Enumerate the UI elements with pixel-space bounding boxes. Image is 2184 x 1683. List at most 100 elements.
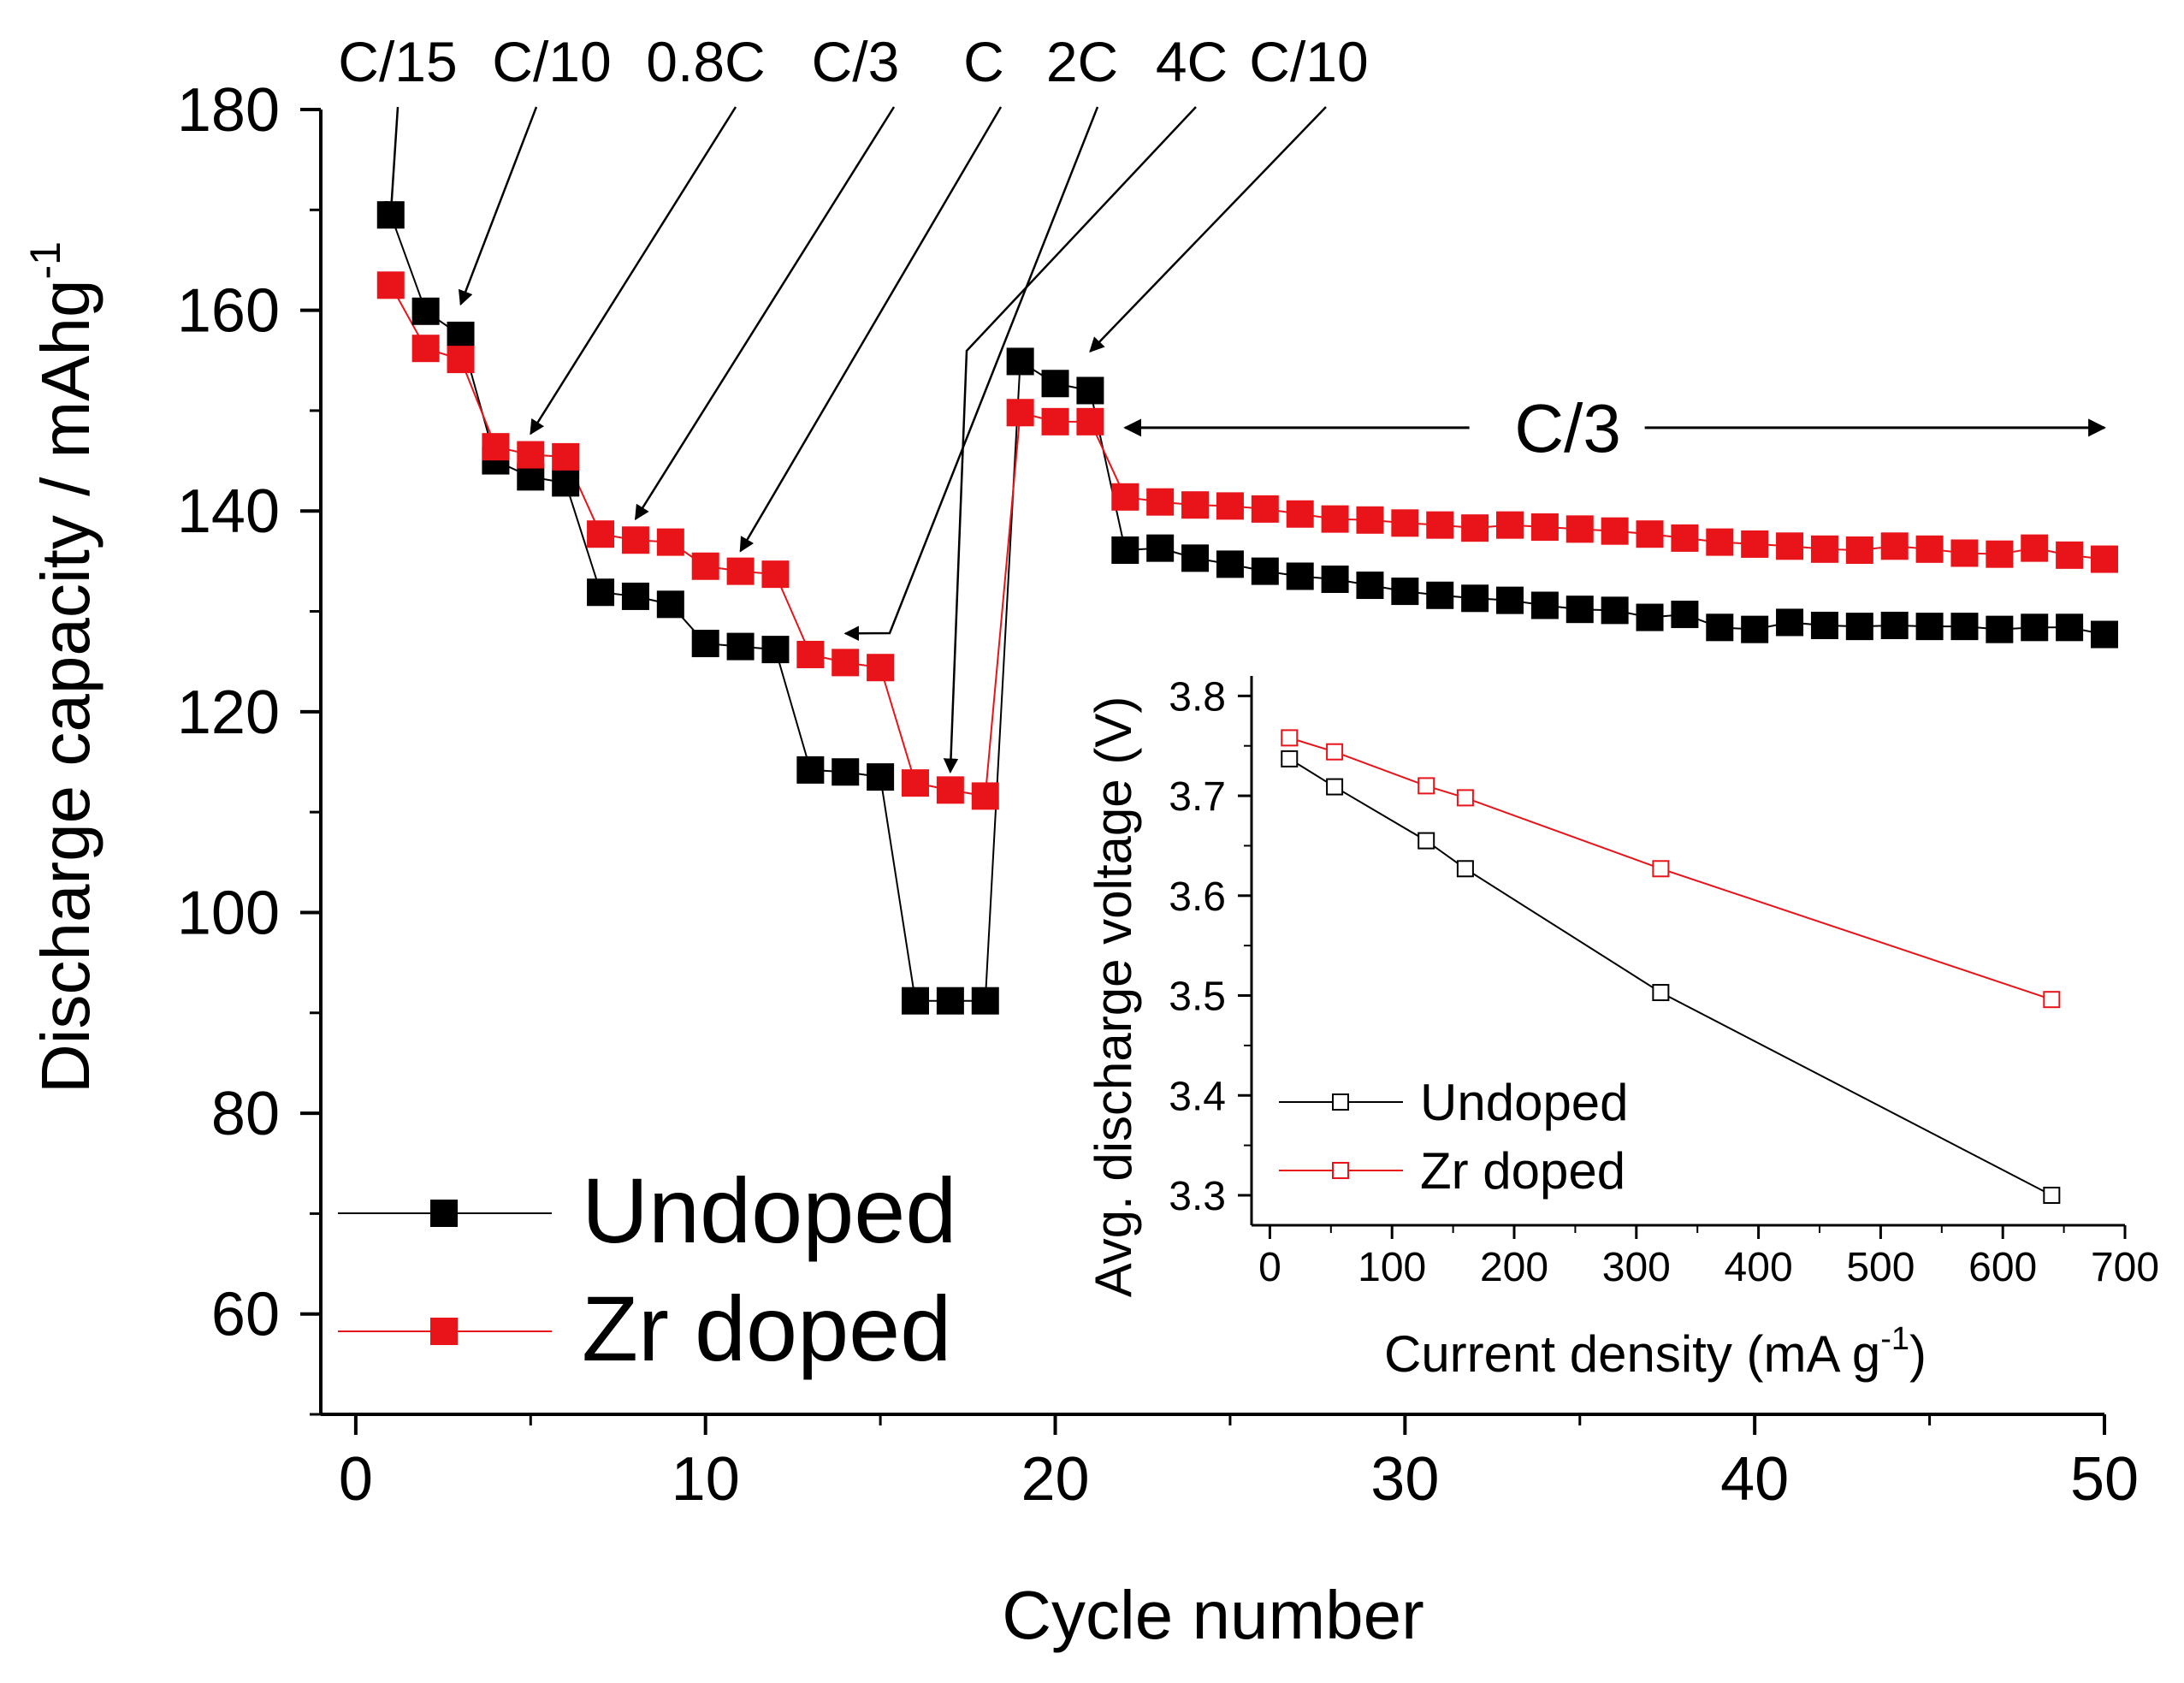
main-data-point-zr-doped (1006, 399, 1034, 427)
main-data-point-undoped (1146, 534, 1175, 562)
main-data-point-zr-doped (867, 654, 895, 682)
main-y-tick-label: 100 (177, 879, 280, 947)
main-data-point-zr-doped (1356, 506, 1384, 534)
main-data-point-undoped (656, 590, 684, 619)
main-data-point-zr-doped (482, 433, 510, 461)
main-y-tick-label: 120 (177, 679, 280, 747)
inset-legend-label-undoped: Undoped (1420, 1074, 1629, 1131)
main-data-point-zr-doped (517, 441, 545, 469)
main-data-point-zr-doped (1741, 530, 1769, 558)
inset-series-line-undoped (1288, 758, 2052, 1196)
main-data-point-zr-doped (1530, 513, 1559, 541)
main-data-point-zr-doped (656, 528, 684, 556)
main-data-point-undoped (1950, 613, 1979, 641)
main-data-point-zr-doped (1915, 535, 1944, 563)
main-x-tick-label: 0 (339, 1445, 373, 1514)
main-data-point-zr-doped (726, 557, 755, 585)
main-y-tick-label: 140 (177, 477, 280, 546)
rate-annotation-arrow (843, 106, 1099, 641)
main-data-point-undoped (1496, 586, 1524, 614)
rate-annotation-arrow (384, 106, 400, 216)
main-data-point-undoped (621, 582, 649, 610)
main-data-point-undoped (447, 321, 475, 349)
legend-marker-undoped (430, 1200, 458, 1227)
inset-x-axis-title-text: Current density (mA g (1384, 1325, 1880, 1383)
inset-data-point-undoped (2043, 1186, 2061, 1204)
main-data-point-undoped (1076, 376, 1104, 405)
rate-annotation-arrow (530, 106, 737, 436)
main-data-point-undoped (1041, 370, 1069, 398)
main-data-point-zr-doped (1636, 520, 1664, 548)
inset-legend-item-undoped: Undoped (1279, 1074, 1629, 1131)
legend-label-zr-doped: Zr doped (582, 1277, 951, 1380)
main-data-point-zr-doped (971, 782, 999, 810)
inset-y-ticks: 3.3 3.4 3.5 3.6 3.7 3.8 (1169, 674, 1252, 1219)
inset-x-axis-title-superscript: -1 (1880, 1321, 1909, 1357)
main-data-point-undoped (1251, 557, 1279, 585)
main-data-point-undoped (1601, 596, 1629, 625)
rate-annotation-arrow (459, 106, 538, 306)
main-x-tick-label: 10 (672, 1445, 740, 1514)
inset-y-tick-label: 3.8 (1169, 674, 1226, 720)
inset-x-tick-label: 100 (1358, 1245, 1426, 1290)
inset-chart: 0 100 200 300 400 500 600 700 3.33.43.53.63.73.… (1085, 674, 2159, 1383)
main-data-point-undoped (552, 469, 580, 497)
main-data-point-undoped (1671, 601, 1699, 629)
main-data-point-zr-doped (447, 346, 475, 374)
inset-data-point-zr-doped (2043, 991, 2061, 1009)
main-y-axis-title-text: Discharge capacity / mAhg (27, 279, 104, 1093)
rate-annotation-label: 0.8C (646, 30, 765, 93)
inset-legend: Undoped Zr doped (1279, 1074, 1629, 1200)
inset-data-point-zr-doped (1326, 743, 1344, 761)
main-data-point-zr-doped (411, 335, 440, 363)
main-data-point-zr-doped (1671, 524, 1699, 552)
inset-x-tick-label: 400 (1725, 1245, 1793, 1290)
main-data-point-undoped (1321, 566, 1349, 593)
c3-span-annotation: C/3 (1123, 390, 2107, 466)
rate-annotation-label: C/10 (1249, 30, 1368, 93)
main-x-ticks: 0 10 20 30 40 50 (339, 1414, 2139, 1514)
main-data-point-zr-doped (1111, 483, 1139, 511)
main-data-point-zr-doped (1496, 511, 1524, 539)
main-data-point-undoped (1356, 572, 1384, 600)
main-data-point-undoped (1426, 581, 1454, 609)
inset-data-point-zr-doped (1281, 729, 1299, 747)
rate-annotation-arrow (739, 106, 1003, 553)
main-data-point-zr-doped (691, 552, 719, 580)
rate-annotation-label: C/15 (338, 30, 457, 93)
main-data-point-undoped (936, 987, 964, 1015)
inset-x-axis-title-suffix: ) (1909, 1325, 1927, 1383)
rate-annotation-label: 2C (1046, 30, 1118, 93)
main-data-point-zr-doped (902, 769, 929, 797)
rate-annotation-arrow (634, 106, 896, 521)
main-data-point-zr-doped (621, 526, 649, 554)
main-data-point-undoped (1461, 584, 1489, 613)
inset-axes: 0 100 200 300 400 500 600 700 3.33.43.53.63.73.… (1169, 674, 2159, 1290)
rate-annotation-arrow (943, 106, 1197, 773)
rate-annotations: C/15 C/10 0.8C C/3 C 2C 4C C/10 (338, 30, 1369, 773)
span-label: C/3 (1514, 390, 1621, 466)
main-y-axis-title: Discharge capacity / mAhg-1 (21, 241, 104, 1093)
main-data-point-zr-doped (1321, 505, 1349, 533)
inset-y-axis-title: Avg. discharge voltage (V) (1085, 696, 1142, 1298)
inset-y-tick-label: 3.7 (1169, 774, 1226, 820)
main-x-axis-title: Cycle number (1002, 1577, 1424, 1653)
main-data-point-zr-doped (1181, 491, 1210, 519)
main-x-tick-label: 50 (2070, 1445, 2139, 1514)
inset-legend-marker-zr-doped (1332, 1162, 1349, 1179)
main-data-point-zr-doped (587, 520, 615, 548)
main-data-point-zr-doped (1076, 407, 1104, 436)
main-data-point-undoped (832, 758, 860, 786)
inset-x-tick-label: 700 (2091, 1245, 2159, 1290)
main-data-point-undoped (1181, 544, 1210, 572)
main-data-point-undoped (1286, 562, 1314, 590)
rate-annotation-arrow (1089, 106, 1327, 353)
main-data-point-zr-doped (1565, 515, 1594, 543)
main-data-point-zr-doped (1041, 407, 1069, 436)
main-data-point-zr-doped (1880, 532, 1909, 560)
legend-label-undoped: Undoped (582, 1159, 956, 1262)
main-data-point-zr-doped (2056, 541, 2084, 569)
main-data-point-undoped (1565, 596, 1594, 624)
main-data-point-zr-doped (1216, 492, 1244, 520)
inset-x-tick-label: 200 (1480, 1245, 1548, 1290)
